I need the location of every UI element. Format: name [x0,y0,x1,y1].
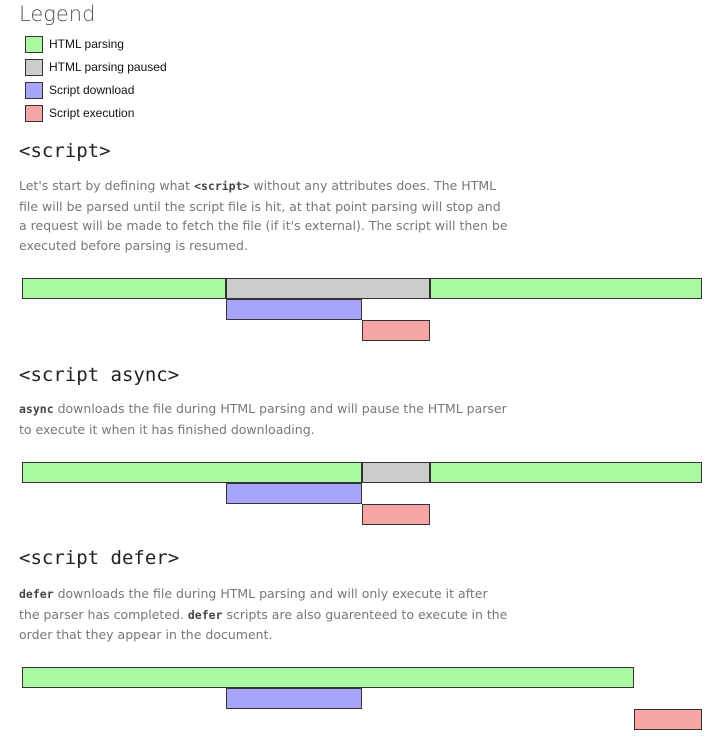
description-text: Let's start by defining what [19,178,195,193]
legend-item-paused: HTML parsing paused [25,58,167,76]
parsing-bar [22,462,362,483]
parsing-bar [22,667,634,688]
legend-label: HTML parsing [49,37,124,51]
execution-bar [634,709,702,730]
download-bar [226,688,362,709]
description-text: without any attributes does. The HTML fi… [19,178,508,253]
inline-code: async [19,402,54,416]
inline-code: defer [19,587,54,601]
legend-item-parsing: HTML parsing [25,35,124,53]
execution-bar [362,320,430,341]
legend-label: HTML parsing paused [49,60,167,74]
legend-item-download: Script download [25,81,134,99]
paused-swatch-icon [25,58,43,76]
timeline-script-defer [22,667,702,730]
section-description-script-async: async downloads the file during HTML par… [19,399,509,439]
download-bar [226,299,362,320]
section-description-script: Let's start by defining what <script> wi… [19,176,509,255]
parsing-bar [430,278,702,299]
description-text: scripts are also guarenteed to execute i… [19,606,508,643]
section-heading-script-async: <script async> [19,364,180,386]
legend-item-execution: Script execution [25,104,134,122]
inline-code: defer [187,607,223,622]
section-heading-script: <script> [19,140,111,162]
execution-bar [362,504,430,525]
parsing-swatch-icon [25,35,43,53]
paused-bar [362,462,430,483]
legend-label: Script download [49,83,135,97]
timeline-script-async [22,462,702,525]
legend-title: Legend [19,2,96,26]
download-swatch-icon [25,81,43,99]
execution-swatch-icon [25,104,43,122]
description-text: downloads the file during HTML parsing a… [19,586,488,622]
section-heading-script-defer: <script defer> [19,547,180,569]
paused-bar [226,278,430,299]
inline-code: <script> [194,179,250,193]
section-description-script-defer: defer downloads the file during HTML par… [19,584,509,645]
parsing-bar [430,462,702,483]
description-text: downloads the file during HTML parsing a… [19,401,507,437]
parsing-bar [22,278,226,299]
legend-label: Script execution [49,106,135,120]
timeline-script [22,278,702,341]
download-bar [226,483,362,504]
